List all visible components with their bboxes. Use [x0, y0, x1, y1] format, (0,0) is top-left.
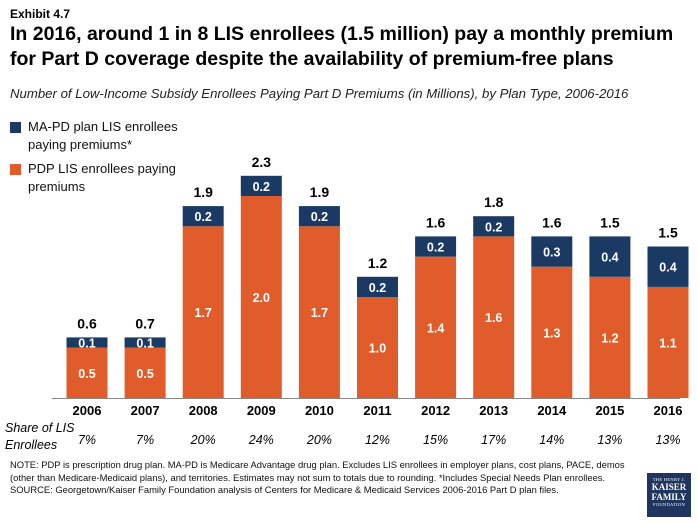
bar-ma-pd-2010: [298, 206, 340, 227]
bar-ma-pd-2006: [66, 337, 108, 348]
share-value-2007: 7%: [136, 433, 154, 447]
total-label-2013: 1.8: [484, 194, 504, 210]
chart-title: In 2016, around 1 in 8 LIS enrollees (1.…: [10, 23, 674, 70]
data-label-ma-pd-2008: 0.2: [195, 210, 212, 224]
bar-ma-pd-2009: [240, 175, 282, 196]
data-label-ma-pd-2011: 0.2: [369, 281, 386, 295]
share-value-2013: 17%: [481, 433, 506, 447]
legend-swatch-ma-pd: [10, 122, 21, 133]
data-label-pdp-2016: 1.1: [659, 336, 676, 350]
bar-pdp-2010: [298, 226, 340, 398]
data-label-pdp-2015: 1.2: [601, 331, 618, 345]
bar-pdp-2007: [124, 347, 166, 398]
bar-chart: 0.5 0.1 0.6 2006 7% 0.5 0.1 0.7 2007 7% 1.7 0.2 1.9 2…: [52, 154, 689, 447]
share-value-2012: 15%: [423, 433, 448, 447]
total-label-2006: 0.6: [77, 315, 97, 331]
x-tick-label-2009: 2009: [247, 403, 276, 418]
bar-pdp-2008: [182, 226, 224, 398]
bar-pdp-2009: [240, 196, 282, 398]
data-label-pdp-2006: 0.5: [78, 367, 95, 381]
total-label-2015: 1.5: [600, 214, 620, 230]
data-label-ma-pd-2007: 0.1: [136, 336, 153, 350]
chart-notes: NOTE: PDP is prescription drug plan. MA-…: [10, 459, 625, 483]
bar-ma-pd-2013: [473, 216, 515, 237]
share-row-header: Share of LIS Enrollees: [5, 421, 75, 452]
chart-subtitle: Number of Low-Income Subsidy Enrollees P…: [10, 86, 629, 101]
data-label-pdp-2011: 1.0: [369, 342, 386, 356]
total-label-2016: 1.5: [658, 225, 678, 241]
data-label-pdp-2012: 1.4: [427, 321, 444, 335]
bar-ma-pd-2016: [647, 246, 689, 287]
bar-pdp-2013: [473, 236, 515, 398]
data-label-ma-pd-2016: 0.4: [659, 261, 676, 275]
bar-ma-pd-2007: [124, 337, 166, 348]
data-label-ma-pd-2009: 0.2: [253, 180, 270, 194]
bar-ma-pd-2014: [531, 236, 573, 267]
total-label-2008: 1.9: [193, 184, 213, 200]
data-label-ma-pd-2010: 0.2: [311, 210, 328, 224]
total-label-2009: 2.3: [252, 154, 272, 170]
x-tick-label-2016: 2016: [654, 403, 683, 418]
x-tick-label-2015: 2015: [595, 403, 624, 418]
data-label-pdp-2008: 1.7: [195, 306, 212, 320]
bar-pdp-2016: [647, 286, 689, 398]
data-label-ma-pd-2014: 0.3: [543, 246, 560, 260]
bar-ma-pd-2012: [415, 236, 457, 257]
bar-pdp-2015: [589, 276, 631, 398]
legend-label-ma-pd: MA-PD plan LIS enrollees paying premiums…: [28, 119, 178, 152]
share-value-2014: 14%: [539, 433, 564, 447]
total-label-2007: 0.7: [135, 315, 155, 331]
data-label-pdp-2007: 0.5: [136, 367, 153, 381]
chart-source: SOURCE: Georgetown/Kaiser Family Foundat…: [10, 484, 559, 495]
kff-logo: THE HENRY J. KAISER FAMILY FOUNDATION: [647, 473, 691, 517]
data-label-ma-pd-2015: 0.4: [601, 251, 618, 265]
share-value-2016: 13%: [655, 433, 680, 447]
data-label-pdp-2009: 2.0: [253, 291, 270, 305]
x-tick-label-2012: 2012: [421, 403, 450, 418]
bar-ma-pd-2015: [589, 236, 631, 277]
bar-pdp-2012: [415, 256, 457, 398]
data-label-ma-pd-2006: 0.1: [78, 336, 95, 350]
total-label-2011: 1.2: [368, 255, 388, 271]
exhibit-label: Exhibit 4.7: [10, 7, 71, 21]
total-label-2012: 1.6: [426, 214, 446, 230]
share-value-2011: 12%: [365, 433, 390, 447]
share-value-2006: 7%: [78, 433, 96, 447]
total-label-2010: 1.9: [310, 184, 330, 200]
data-label-ma-pd-2012: 0.2: [427, 241, 444, 255]
x-tick-label-2006: 2006: [73, 403, 102, 418]
bar-pdp-2006: [66, 347, 108, 398]
bar-pdp-2014: [531, 266, 573, 398]
data-label-pdp-2014: 1.3: [543, 326, 560, 340]
footer: NOTE: PDP is prescription drug plan. MA-…: [10, 459, 630, 497]
x-tick-label-2007: 2007: [131, 403, 160, 418]
data-label-pdp-2013: 1.6: [485, 311, 502, 325]
x-tick-label-2011: 2011: [363, 403, 391, 418]
data-label-pdp-2010: 1.7: [311, 306, 328, 320]
x-tick-label-2014: 2014: [537, 403, 567, 418]
legend-swatch-pdp: [10, 164, 21, 175]
data-label-ma-pd-2013: 0.2: [485, 220, 502, 234]
x-tick-label-2008: 2008: [189, 403, 218, 418]
share-value-2009: 24%: [248, 433, 274, 447]
bar-ma-pd-2011: [357, 276, 398, 297]
x-tick-label-2010: 2010: [305, 403, 334, 418]
share-value-2015: 13%: [597, 433, 622, 447]
legend-label-pdp: PDP LIS enrollees paying premiums: [28, 161, 176, 194]
bar-ma-pd-2008: [182, 206, 224, 227]
share-value-2008: 20%: [190, 433, 216, 447]
share-value-2010: 20%: [306, 433, 332, 447]
x-tick-label-2013: 2013: [479, 403, 508, 418]
total-label-2014: 1.6: [542, 214, 562, 230]
bar-pdp-2011: [357, 297, 398, 398]
